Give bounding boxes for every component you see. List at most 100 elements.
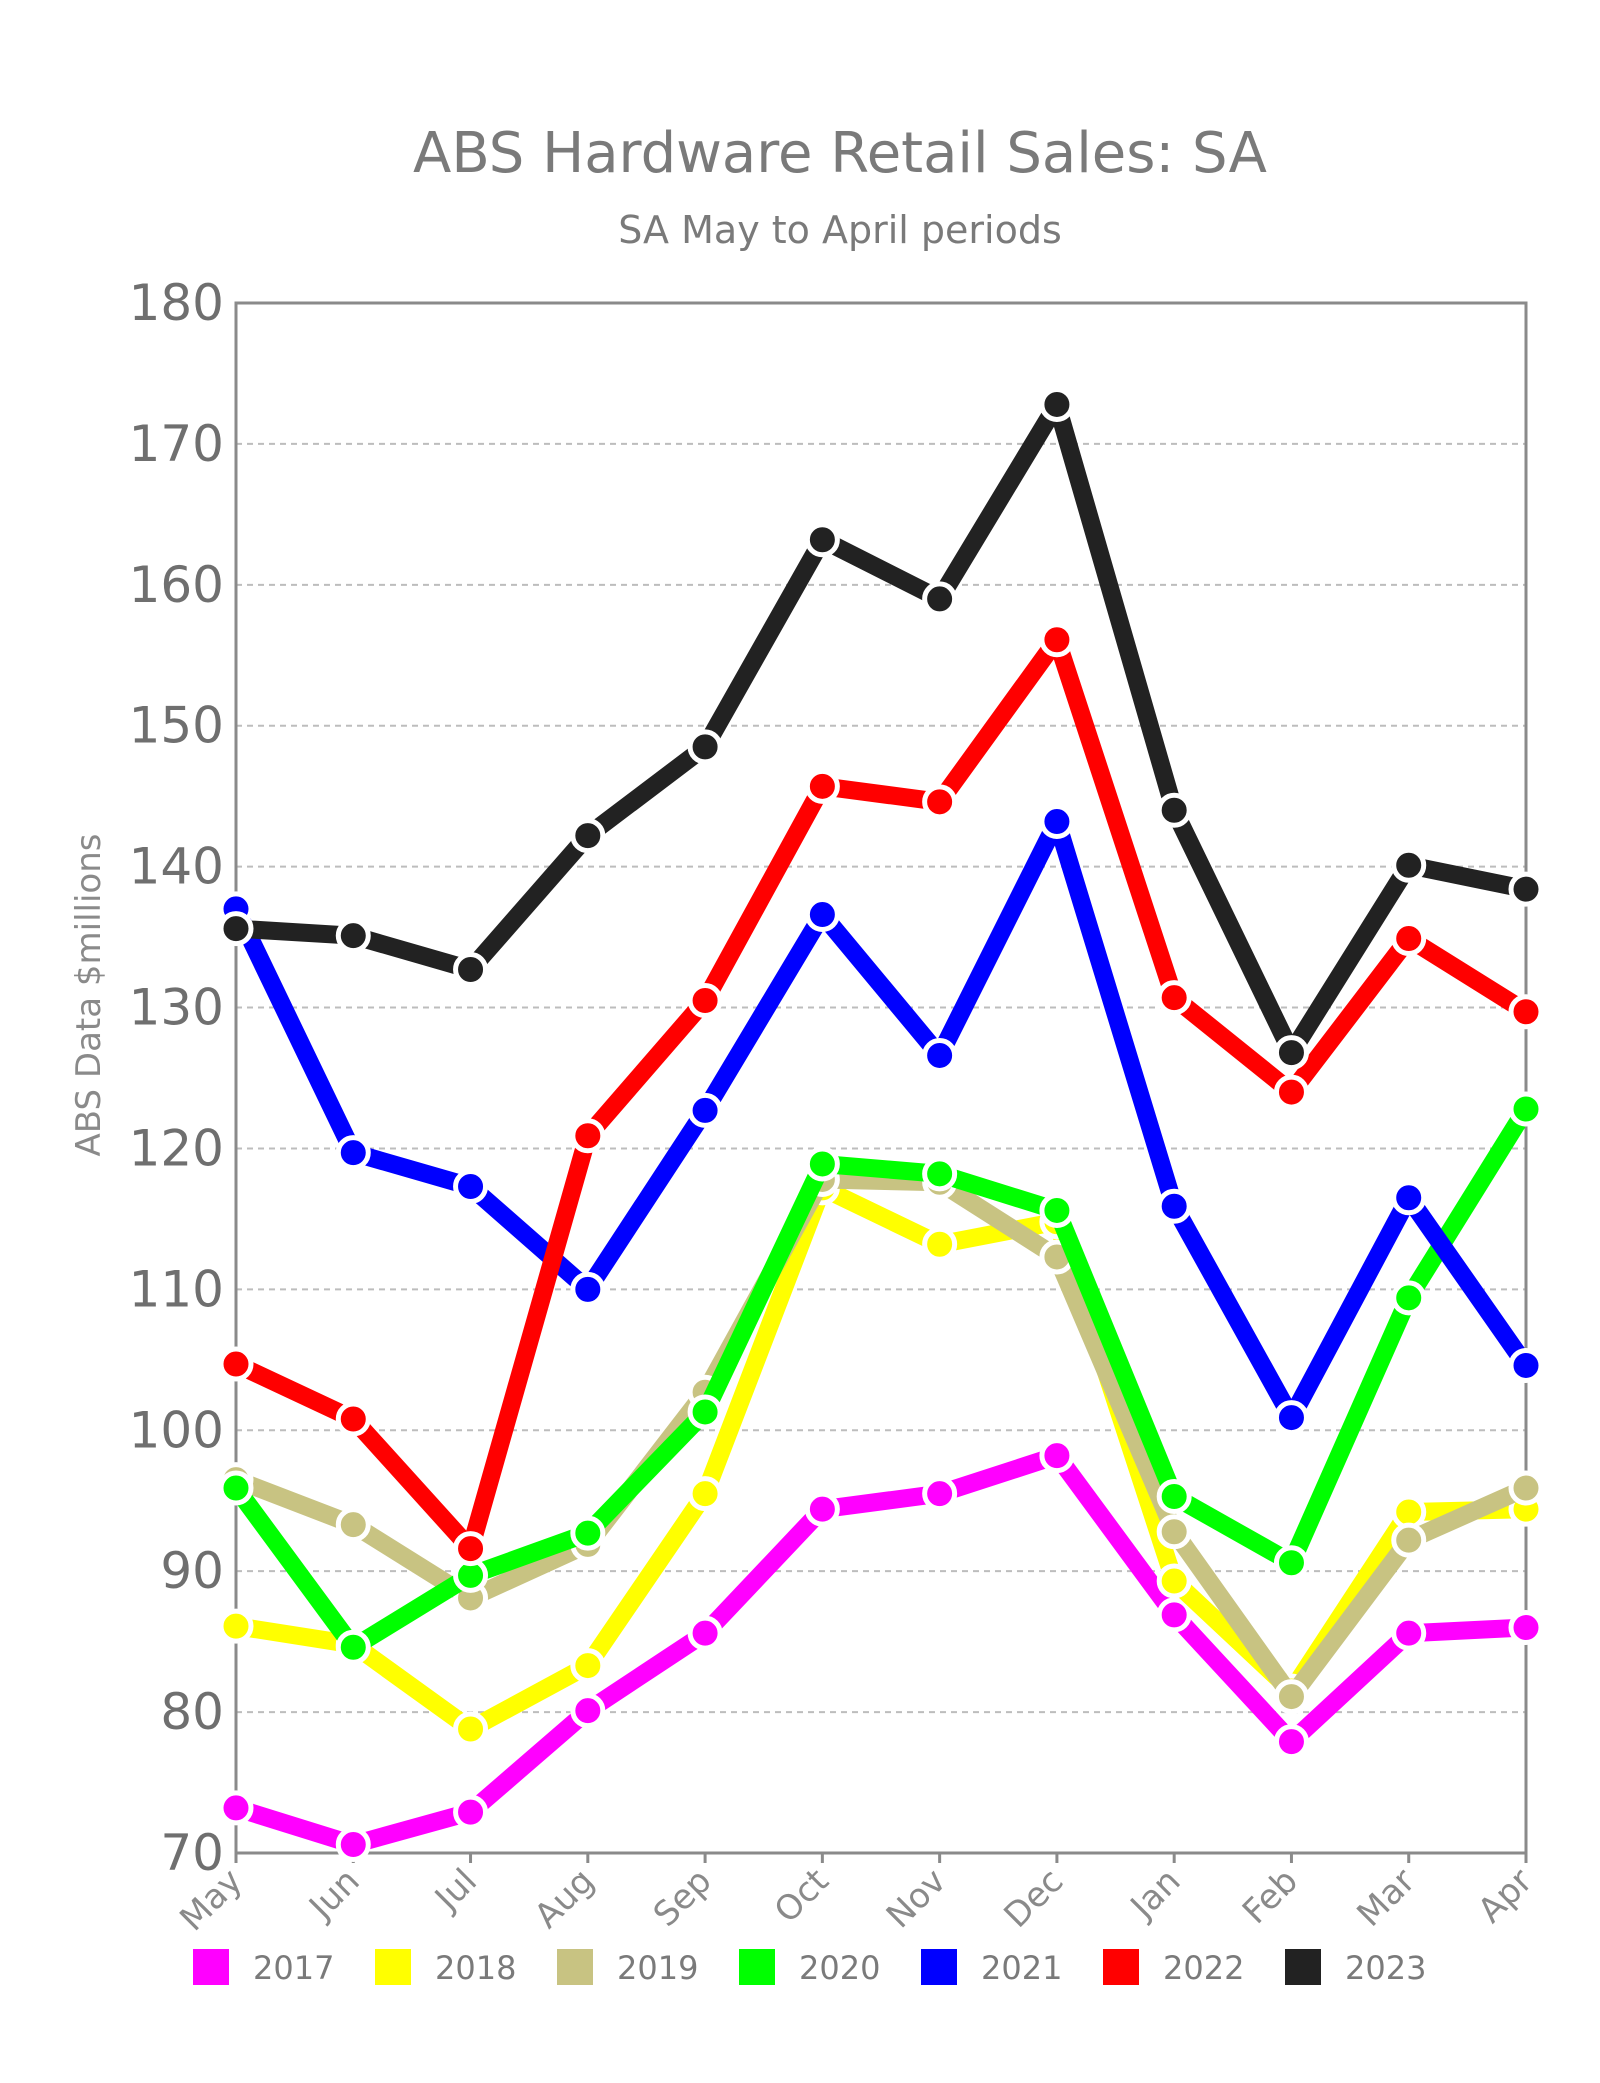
- y-tick-label: 80: [160, 1683, 224, 1741]
- data-point: [804, 522, 840, 558]
- y-tick-label: 100: [129, 1401, 224, 1459]
- legend-swatch: [739, 1949, 775, 1985]
- series-line: [227, 1446, 1535, 1854]
- legend-label: 2022: [1163, 1949, 1244, 1987]
- data-point: [218, 1470, 254, 1506]
- legend-swatch: [1285, 1949, 1321, 1985]
- data-point: [804, 768, 840, 804]
- series-line: [227, 1100, 1535, 1657]
- data-point: [1273, 1400, 1309, 1436]
- data-point: [1156, 1597, 1192, 1633]
- data-point: [1156, 980, 1192, 1016]
- data-point: [453, 1169, 489, 1204]
- legend-label: 2023: [1345, 1949, 1426, 1987]
- data-point: [570, 1118, 606, 1154]
- data-point: [804, 1491, 840, 1527]
- legend-item: 2022: [1103, 1949, 1244, 1987]
- x-tick-label: Oct: [767, 1861, 837, 1931]
- data-point: [804, 1146, 840, 1182]
- y-tick-label: 90: [160, 1542, 224, 1600]
- series-2020: [218, 1091, 1544, 1665]
- legend-label: 2019: [617, 1949, 698, 1987]
- data-point: [1391, 1615, 1427, 1651]
- data-point: [218, 1608, 254, 1644]
- series-line: [227, 630, 1535, 1558]
- data-point: [570, 818, 606, 854]
- data-point: [922, 1037, 958, 1073]
- data-point: [1273, 1724, 1309, 1760]
- data-point: [1156, 792, 1192, 828]
- data-point: [1508, 1347, 1544, 1383]
- data-point: [1273, 1545, 1309, 1581]
- data-point: [1391, 1494, 1427, 1530]
- data-point: [1508, 1091, 1544, 1127]
- data-point: [1039, 622, 1075, 658]
- data-point: [335, 1401, 371, 1437]
- y-tick-label: 120: [129, 1119, 224, 1177]
- data-point: [453, 1711, 489, 1747]
- series-2023: [218, 386, 1544, 1071]
- legend-label: 2018: [435, 1949, 516, 1987]
- gridlines: [236, 442, 1526, 1714]
- legend-item: 2017: [193, 1949, 334, 1987]
- x-tick-label: Mar: [1349, 1861, 1423, 1935]
- y-tick-label: 110: [129, 1260, 224, 1318]
- x-tick-label: Apr: [1470, 1861, 1540, 1931]
- data-point: [570, 1515, 606, 1551]
- data-point: [687, 1092, 723, 1128]
- data-point: [687, 729, 723, 765]
- x-tick-label: Nov: [879, 1861, 954, 1936]
- data-point: [1039, 1438, 1075, 1474]
- x-tick-label: Jan: [1122, 1861, 1189, 1928]
- data-point: [1273, 1679, 1309, 1715]
- legend-swatch: [921, 1949, 957, 1985]
- series-line: [227, 812, 1535, 1427]
- legend-label: 2017: [253, 1949, 334, 1987]
- data-point: [922, 784, 958, 820]
- data-point: [922, 1476, 958, 1512]
- legend-swatch: [375, 1949, 411, 1985]
- data-point: [453, 952, 489, 987]
- legend-item: 2019: [557, 1949, 698, 1987]
- data-point: [218, 1790, 254, 1826]
- plot-frame: [234, 301, 1528, 1855]
- y-tick-label: 160: [129, 556, 224, 614]
- chart-title: ABS Hardware Retail Sales: SA: [413, 121, 1267, 186]
- chart-subtitle: SA May to April periods: [618, 208, 1062, 252]
- legend-item: 2021: [921, 1949, 1062, 1987]
- data-point: [1508, 1610, 1544, 1646]
- legend-item: 2018: [375, 1949, 516, 1987]
- x-tick-label: Feb: [1235, 1861, 1306, 1932]
- data-point: [1391, 1180, 1427, 1216]
- series-2021: [218, 804, 1544, 1436]
- data-point: [453, 1531, 489, 1567]
- data-point: [1508, 1470, 1544, 1506]
- data-point: [1156, 1188, 1192, 1224]
- data-point: [1273, 1074, 1309, 1110]
- x-tick-label: Jul: [426, 1861, 485, 1920]
- data-point: [335, 1827, 371, 1863]
- y-tick-label: 150: [129, 697, 224, 755]
- data-point: [922, 1156, 958, 1192]
- legend-item: 2020: [739, 1949, 880, 1987]
- data-point: [218, 911, 254, 947]
- data-point: [1039, 1192, 1075, 1228]
- legend-swatch: [557, 1949, 593, 1985]
- y-tick-label: 140: [129, 838, 224, 896]
- data-point: [1156, 1563, 1192, 1599]
- data-point: [335, 1135, 371, 1171]
- y-axis-ticks: 70 80 90 100 110 120 130 140 150 160 170 180: [129, 274, 224, 1882]
- data-point: [1039, 804, 1075, 840]
- series-2017: [218, 1438, 1544, 1863]
- series-line: [227, 395, 1535, 1062]
- y-tick-label: 180: [129, 274, 224, 332]
- data-point: [687, 983, 723, 1018]
- legend-label: 2020: [799, 1949, 880, 1987]
- x-tick-label: Sep: [646, 1861, 720, 1935]
- x-tick-label: Aug: [527, 1861, 602, 1936]
- legend-item: 2023: [1285, 1949, 1426, 1987]
- y-tick-label: 130: [129, 979, 224, 1037]
- data-point: [570, 1648, 606, 1684]
- data-point: [453, 1794, 489, 1830]
